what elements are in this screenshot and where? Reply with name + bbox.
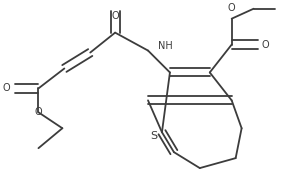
Text: S: S xyxy=(150,131,158,141)
Text: NH: NH xyxy=(158,41,173,51)
Text: O: O xyxy=(228,3,236,13)
Text: O: O xyxy=(35,107,42,117)
Text: O: O xyxy=(3,83,10,93)
Text: O: O xyxy=(262,40,269,50)
Text: O: O xyxy=(111,11,119,21)
